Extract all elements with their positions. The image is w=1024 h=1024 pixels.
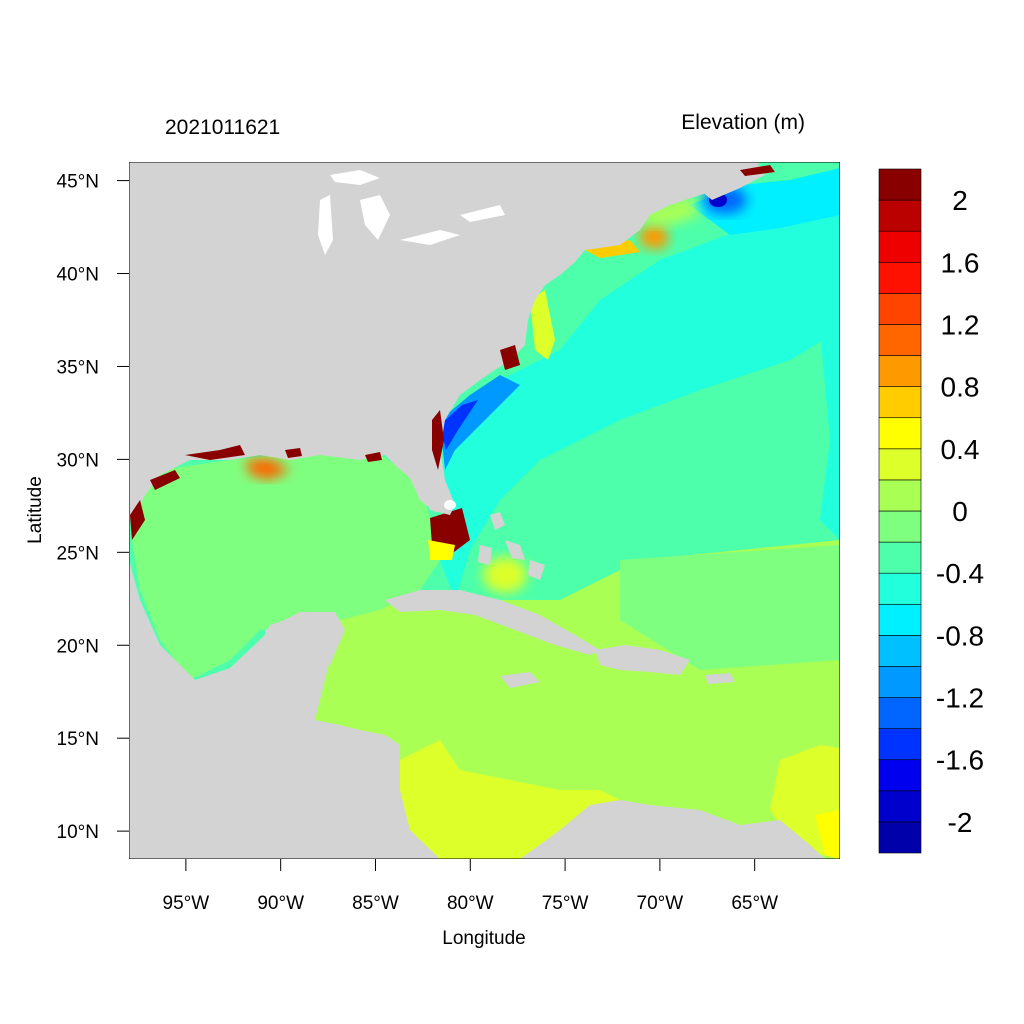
y-tick-label: 40°N (57, 265, 99, 286)
x-tick-label: 90°W (257, 893, 304, 914)
colorbar-swatch (878, 821, 922, 854)
jamaica-land (500, 672, 540, 688)
cuba-land (385, 590, 600, 655)
x-axis-label: Longitude (442, 928, 525, 949)
bahamas-high (483, 557, 527, 593)
map-plot-area (129, 162, 840, 859)
colorbar-swatch (878, 479, 922, 512)
colorbar-swatch (878, 790, 922, 823)
y-tick-label: 35°N (57, 357, 99, 378)
colorbar-swatch (878, 261, 922, 294)
y-axis-label: Latitude (25, 476, 46, 544)
north-america-land (129, 162, 760, 520)
florida-keys-high (428, 540, 455, 560)
yucatan-land (265, 612, 345, 670)
colorbar-label: 0.8 (941, 372, 980, 403)
colorbar-swatch (878, 355, 922, 387)
colorbar-swatch (878, 666, 922, 698)
mexico-land (129, 560, 440, 859)
georgia-coast-core (440, 400, 478, 450)
colorbar-swatch (878, 635, 922, 667)
puerto-rico-land (705, 673, 735, 684)
bahamas-islands (478, 512, 545, 580)
sargasso-field (620, 545, 840, 670)
colorbar-labels: 2 1.6 1.2 0.8 0.4 0 -0.4 -0.8 -1.2 -1.6 -2 (936, 185, 984, 838)
colorbar-swatch (878, 728, 922, 761)
colorbar-label: 1.6 (941, 247, 980, 278)
colorbar-swatch (878, 230, 922, 263)
variable-title: Elevation (m) (681, 111, 805, 134)
colorbar-label: -1.6 (936, 745, 984, 776)
coastal-inundation-markers (130, 165, 775, 540)
colorbar-swatch (878, 510, 922, 543)
colorbar-label: 0 (952, 496, 968, 527)
colorbar-swatch (878, 168, 922, 201)
colorbar-label: 2 (952, 185, 968, 216)
colorbar-swatch (878, 541, 922, 574)
colorbar-swatch (878, 603, 922, 636)
colorbar-swatch (878, 324, 922, 356)
colorbar-swatch (878, 293, 922, 325)
colorbar-label: 0.4 (941, 434, 980, 465)
latitude-ticks: 45°N 40°N 35°N 30°N 25°N 20°N 15°N 10°N (57, 172, 129, 843)
colorbar-label: 1.2 (941, 309, 980, 340)
y-tick-label: 20°N (57, 636, 99, 657)
gulf-of-maine-field (690, 168, 840, 235)
hispaniola-land (595, 645, 690, 675)
colorbar-swatch (878, 697, 922, 729)
colorbar-swatch (878, 572, 922, 605)
gulf-stream-field (440, 200, 840, 600)
longitude-ticks: 95°W 90°W 85°W 80°W 75°W 70°W 65°W (163, 859, 778, 914)
time-stamp-title: 2021011621 (165, 116, 280, 139)
x-tick-label: 70°W (637, 893, 684, 914)
y-tick-label: 30°N (57, 450, 99, 471)
great-lakes (318, 170, 505, 255)
x-tick-label: 85°W (352, 893, 399, 914)
east-cyan-field (780, 210, 840, 540)
chesapeake-high (530, 290, 555, 360)
colorbar-label: -1.2 (936, 683, 984, 714)
south-america-land (520, 800, 825, 859)
new-jersey-high (585, 240, 640, 258)
lake-okeechobee (444, 500, 456, 510)
colorbar-swatch (878, 386, 922, 419)
y-tick-label: 15°N (57, 729, 99, 750)
x-tick-label: 65°W (731, 893, 778, 914)
colorbar-label: -0.4 (936, 558, 984, 589)
elevation-colorbar (878, 168, 922, 854)
colorbar-swatch (878, 759, 922, 792)
y-tick-label: 45°N (57, 172, 99, 193)
x-tick-label: 80°W (447, 893, 494, 914)
maine-shelf-high (640, 195, 700, 225)
colorbar-swatch (878, 417, 922, 450)
louisiana-high (245, 458, 290, 480)
x-tick-label: 95°W (163, 893, 210, 914)
long-island-high (640, 222, 670, 250)
colorbar-swatch (878, 448, 922, 481)
y-tick-label: 25°N (57, 543, 99, 564)
georgia-coast-low (440, 375, 520, 470)
trinidad-high (815, 810, 840, 859)
colorbar-label: -2 (948, 807, 973, 838)
colorbar-swatch (878, 199, 922, 232)
colorbar-label: -0.8 (936, 620, 984, 651)
y-tick-label: 10°N (57, 822, 99, 843)
florida-land (385, 455, 445, 512)
x-tick-label: 75°W (542, 893, 589, 914)
gulf-of-mexico-field (132, 450, 440, 680)
